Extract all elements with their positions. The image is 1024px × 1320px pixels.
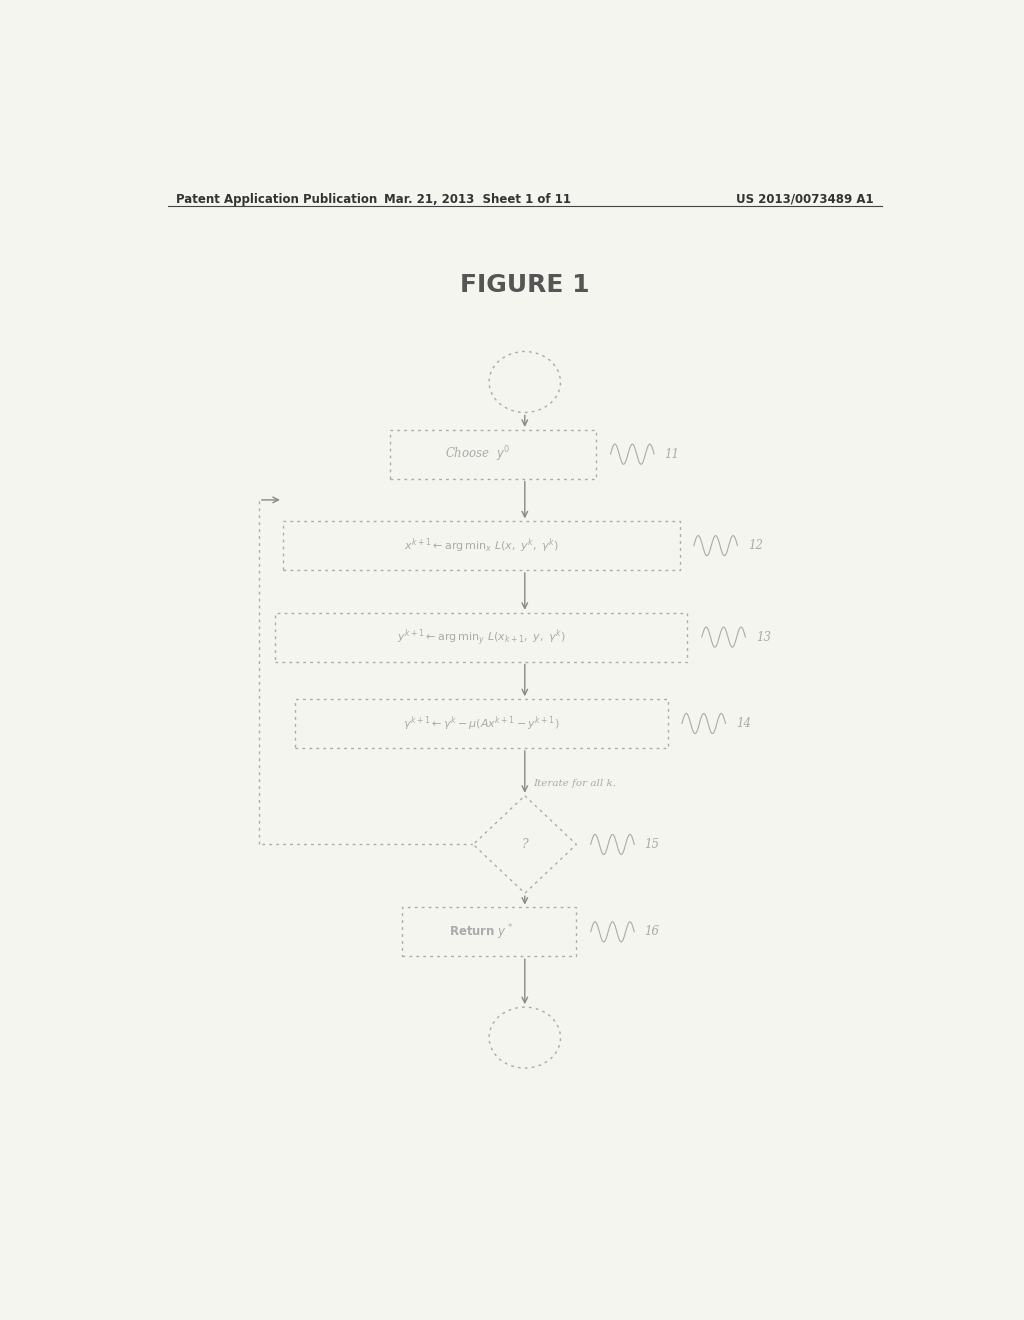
Text: Choose  $y^0$: Choose $y^0$ <box>444 445 510 463</box>
Text: Patent Application Publication: Patent Application Publication <box>176 193 377 206</box>
Text: ?: ? <box>521 838 528 851</box>
Text: $\mathbf{Return}\ y^*$: $\mathbf{Return}\ y^*$ <box>450 923 513 941</box>
Ellipse shape <box>489 1007 560 1068</box>
Bar <box>295 700 668 748</box>
Text: US 2013/0073489 A1: US 2013/0073489 A1 <box>736 193 873 206</box>
Text: Mar. 21, 2013  Sheet 1 of 11: Mar. 21, 2013 Sheet 1 of 11 <box>384 193 570 206</box>
Text: 16: 16 <box>645 925 659 939</box>
Text: $y^{k+1}\leftarrow\mathrm{arg\,min}_y\ L(x_{k+1},\ y,\ \gamma^k)$: $y^{k+1}\leftarrow\mathrm{arg\,min}_y\ L… <box>396 627 565 648</box>
Bar <box>390 430 596 479</box>
Text: 13: 13 <box>756 631 771 644</box>
Text: Iterate for all k.: Iterate for all k. <box>532 779 615 788</box>
Text: $\gamma^{k+1}\leftarrow\gamma^k-\mu(Ax^{k+1}-y^{k+1})$: $\gamma^{k+1}\leftarrow\gamma^k-\mu(Ax^{… <box>402 714 559 733</box>
Bar <box>274 612 687 661</box>
Bar <box>283 521 680 570</box>
Text: 15: 15 <box>645 838 659 851</box>
Ellipse shape <box>489 351 560 412</box>
Text: 11: 11 <box>665 447 680 461</box>
Text: 12: 12 <box>748 539 763 552</box>
Polygon shape <box>473 796 577 894</box>
Text: FIGURE 1: FIGURE 1 <box>460 273 590 297</box>
Text: $x^{k+1}\leftarrow\mathrm{arg\,min}_x\ L(x,\ y^k,\ \gamma^k)$: $x^{k+1}\leftarrow\mathrm{arg\,min}_x\ L… <box>403 536 559 554</box>
Bar <box>401 907 577 956</box>
Text: 14: 14 <box>736 717 751 730</box>
